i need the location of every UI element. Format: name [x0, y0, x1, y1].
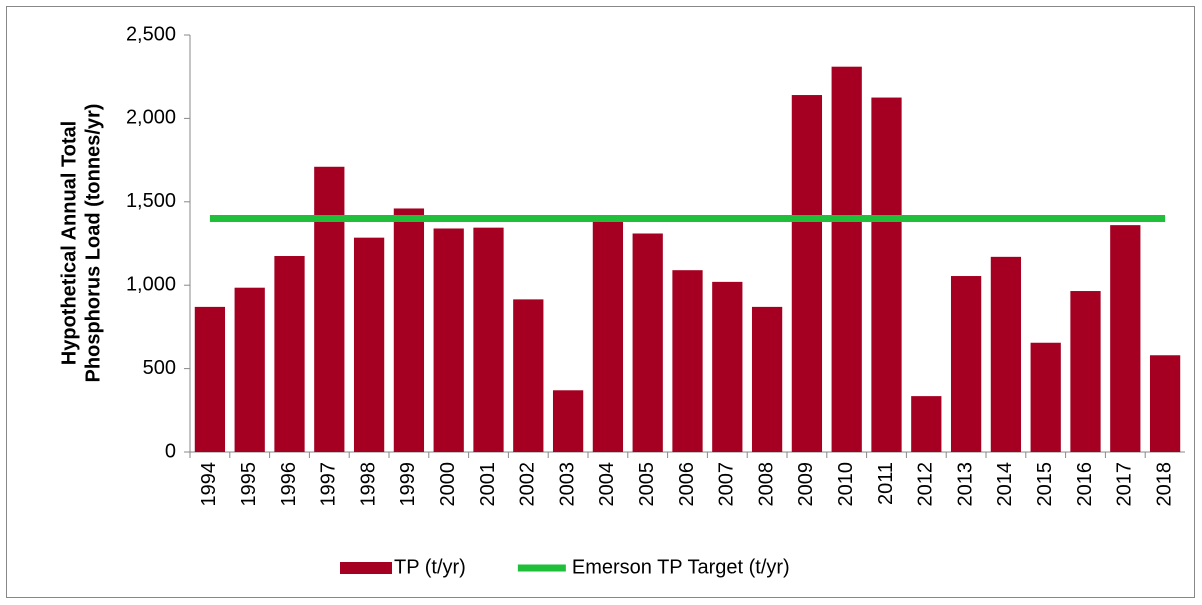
bar — [950, 276, 982, 452]
x-tick-label: 2005 — [636, 462, 658, 507]
bar — [552, 390, 584, 452]
y-tick-label: 500 — [143, 357, 176, 379]
bar — [1149, 355, 1181, 452]
y-tick-label: 2,000 — [126, 107, 176, 129]
y-axis-title: Hypothetical Annual Total Phosphorus Loa… — [58, 104, 104, 383]
bar — [1110, 225, 1141, 452]
x-tick-label: 2003 — [556, 462, 578, 507]
bar — [353, 237, 385, 452]
bar — [513, 299, 544, 452]
bar — [473, 227, 504, 452]
x-tick-label: 2007 — [716, 462, 738, 507]
bar — [751, 306, 783, 452]
bar — [1070, 291, 1101, 452]
x-tick-label: 2006 — [676, 462, 698, 507]
bar — [1030, 342, 1061, 452]
x-tick-label: 2016 — [1074, 462, 1096, 507]
x-tick-label: 1995 — [238, 462, 260, 507]
bar — [234, 287, 265, 452]
x-tick-label: 2002 — [517, 462, 539, 507]
y-tick-label: 0 — [165, 440, 176, 462]
x-tick-label: 1994 — [198, 462, 220, 507]
x-tick-label: 2000 — [437, 462, 459, 507]
x-tick-label: 2017 — [1114, 462, 1136, 507]
x-tick-label: 2008 — [755, 462, 777, 507]
x-tick-label: 2015 — [1034, 462, 1056, 507]
y-axis-title-line: Hypothetical Annual Total — [58, 121, 80, 365]
x-tick-label: 1998 — [357, 462, 379, 507]
x-tick-label: 2011 — [875, 462, 897, 505]
bar — [911, 396, 942, 452]
y-tick-label: 2,500 — [126, 23, 176, 45]
x-tick-label: 2004 — [596, 462, 618, 507]
bar — [433, 228, 464, 452]
y-tick-label: 1,000 — [126, 273, 176, 295]
x-tick-label: 2009 — [795, 462, 817, 507]
bar — [712, 281, 743, 452]
bar — [632, 233, 663, 452]
x-tick-label: 2001 — [477, 462, 499, 507]
x-tick-label: 1996 — [278, 462, 300, 507]
bar — [393, 208, 425, 452]
y-tick-label: 1,500 — [126, 190, 176, 212]
x-tick-label: 2013 — [954, 462, 976, 507]
x-tick-label: 2014 — [994, 462, 1016, 507]
bar — [791, 95, 823, 452]
x-tick-label: 1997 — [318, 462, 340, 507]
bar — [194, 306, 226, 452]
legend-label: Emerson TP Target (t/yr) — [572, 556, 790, 578]
legend-label: TP (t/yr) — [394, 556, 466, 578]
bar — [274, 256, 305, 452]
bar — [592, 218, 624, 452]
x-tick-label: 2018 — [1153, 462, 1175, 507]
y-axis-title-line: Phosphorus Load (tonnes/yr) — [82, 104, 104, 383]
x-tick-label: 2012 — [915, 462, 937, 507]
bar — [831, 66, 862, 452]
bar — [672, 270, 703, 452]
bar — [871, 97, 902, 453]
x-tick-label: 2010 — [835, 462, 857, 507]
x-tick-label: 1999 — [397, 462, 419, 507]
bar — [314, 166, 345, 452]
legend-swatch — [340, 562, 392, 574]
bar — [990, 256, 1022, 452]
